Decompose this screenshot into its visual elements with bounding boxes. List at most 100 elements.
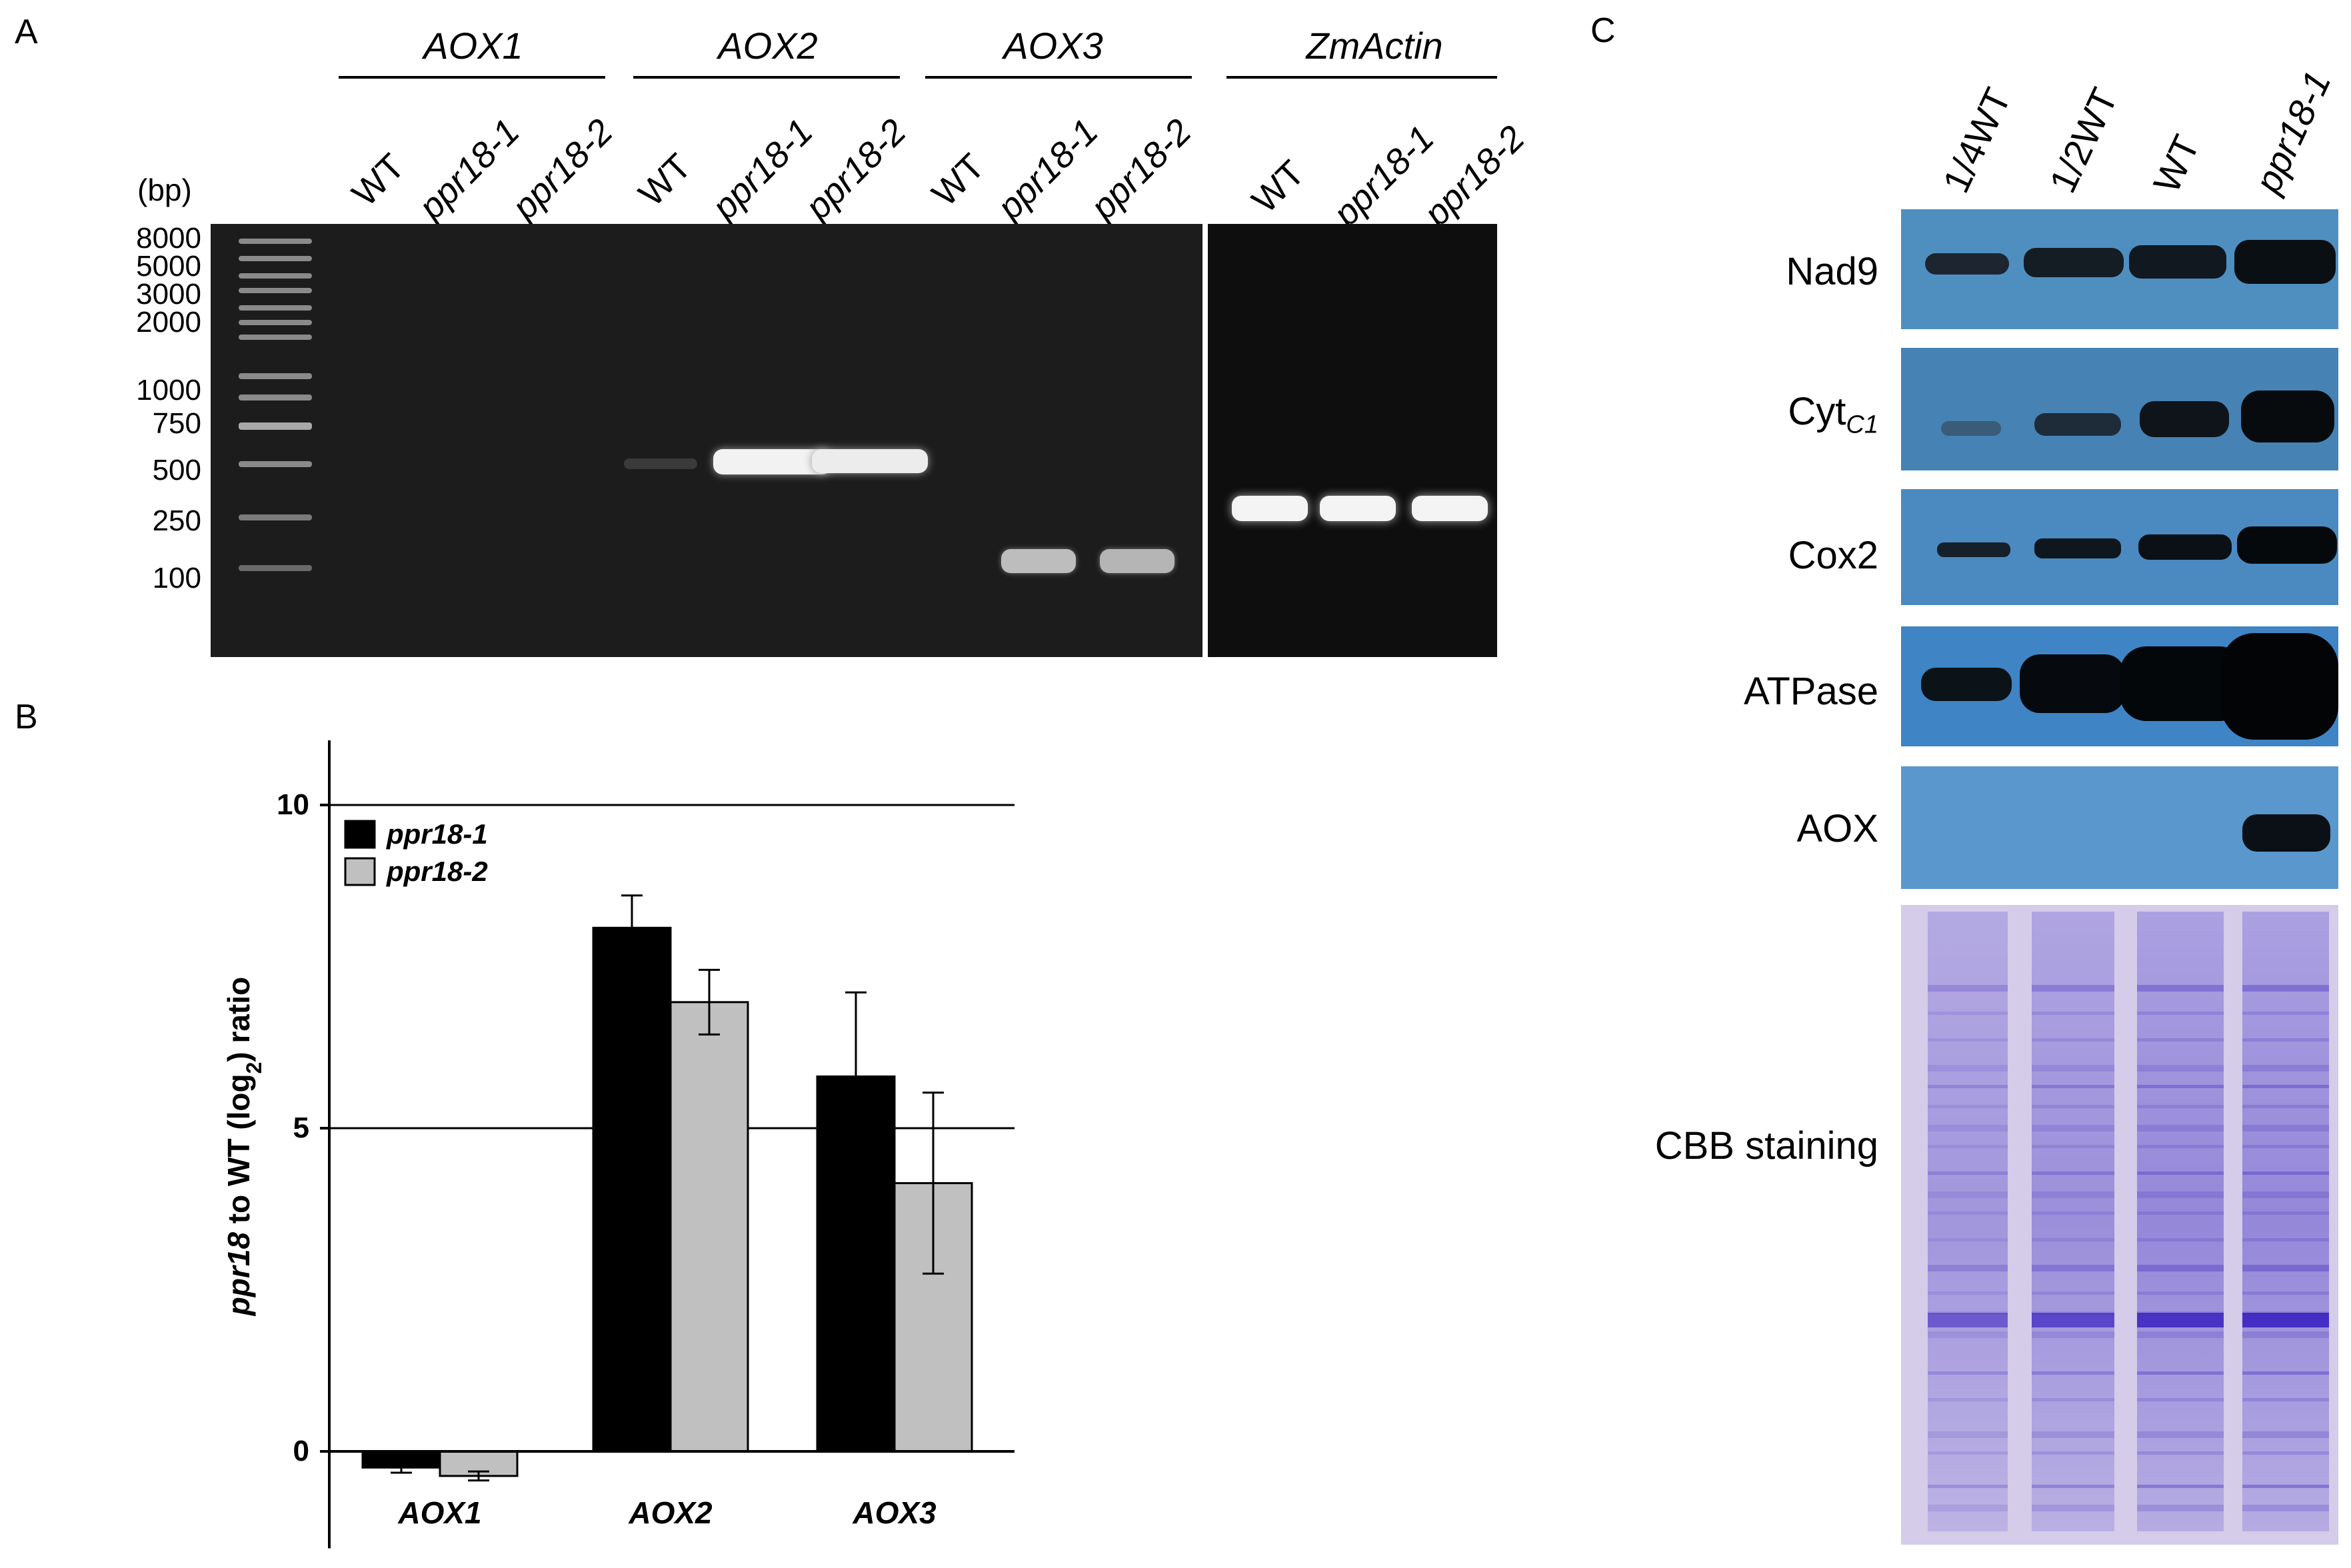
cbb-band — [1928, 1485, 2008, 1488]
ladder-band — [239, 461, 312, 467]
cbb-band — [2137, 1485, 2224, 1488]
cbb-band — [2242, 1125, 2329, 1132]
cbb-band — [1928, 1211, 2008, 1215]
cbb-band — [2242, 1065, 2329, 1072]
cbb-band — [2137, 1431, 2224, 1438]
cbb-band — [2032, 1485, 2114, 1488]
cbb-band — [1928, 1191, 2008, 1198]
pcr-band-aox2-wt — [624, 458, 697, 469]
cbb-band — [2032, 1265, 2114, 1271]
ladder-band — [239, 288, 312, 293]
cbb-band — [2137, 1125, 2224, 1132]
cbb-band — [1928, 1125, 2008, 1132]
lane-label: ppr18-2 — [504, 111, 621, 228]
cbb-band — [2137, 1505, 2224, 1511]
cbb-band — [2032, 1431, 2114, 1438]
western-blot-cox2 — [1901, 489, 2338, 605]
cbb-band — [2137, 1451, 2224, 1455]
cbb-lane — [1928, 912, 2008, 1531]
cbb-band — [2137, 1331, 2224, 1338]
ladder-label: 3000 — [136, 278, 201, 311]
panel-a-label: A — [15, 13, 38, 51]
cbb-band — [1928, 1012, 2008, 1015]
cbb-band — [1928, 1038, 2008, 1042]
cbb-band — [2032, 985, 2114, 992]
cbb-band — [2242, 1145, 2329, 1148]
gene-underline-zmactin — [1226, 76, 1497, 79]
cbb-band — [2032, 1191, 2114, 1198]
lane-label: ppr18-2 — [797, 111, 914, 228]
cbb-band — [2242, 1172, 2329, 1175]
blot-label-cyt: CytC1 — [1788, 390, 1878, 439]
cbb-band — [2032, 1145, 2114, 1148]
wb-lane-label: 1/4WT — [1934, 81, 2019, 199]
ladder-label: 750 — [152, 407, 201, 440]
cbb-band — [1928, 1265, 2008, 1271]
ladder-band — [239, 565, 312, 571]
cbb-band — [2137, 1105, 2224, 1108]
western-blot-cytc1 — [1901, 348, 2338, 470]
cbb-band — [2137, 1085, 2224, 1088]
pcr-band-actin-wt — [1232, 496, 1308, 521]
blot-band — [2034, 413, 2121, 436]
blot-band — [2234, 240, 2336, 284]
cbb-lane — [2137, 912, 2224, 1531]
blot-band — [1921, 668, 2012, 701]
cbb-band — [2032, 1105, 2114, 1108]
cbb-band — [1928, 1238, 2008, 1241]
ladder-band — [239, 320, 312, 325]
ladder-label: 2000 — [136, 306, 201, 339]
bar-ppr18-1-AOX2 — [592, 926, 672, 1453]
lane-label: ppr18-1 — [989, 111, 1106, 228]
ladder-label: 5000 — [136, 250, 201, 283]
blot-band — [2140, 401, 2229, 437]
western-blot-nad9 — [1901, 209, 2338, 329]
cbb-band — [2032, 1505, 2114, 1511]
pcr-band-aox2-ppr18-2 — [812, 449, 928, 473]
blot-band — [2129, 245, 2226, 279]
legend-swatch — [344, 857, 376, 886]
cbb-band — [2032, 1398, 2114, 1401]
ladder-label: 500 — [152, 454, 201, 486]
cbb-stained-gel — [1901, 905, 2338, 1545]
ladder-label: 8000 — [136, 222, 201, 255]
cbb-band — [2032, 1172, 2114, 1175]
cbb-band — [2242, 1085, 2329, 1088]
legend-entry: ppr18-2 — [386, 856, 488, 887]
cbb-band — [1928, 1172, 2008, 1175]
wb-lane-label: ppr18-1 — [2246, 65, 2339, 199]
cbb-band — [2032, 1331, 2114, 1338]
cbb-band-major — [1928, 1313, 2008, 1327]
bar-chart: 0 5 10 ppr18 to WT (log2) ratio AOX1 AOX2 AOX3… — [221, 740, 1015, 1549]
cbb-band — [2137, 1065, 2224, 1072]
cbb-band — [2137, 1371, 2224, 1375]
ladder-band — [239, 422, 312, 430]
cbb-band — [1928, 1398, 2008, 1401]
lane-label: WT — [344, 146, 413, 215]
cbb-band — [1928, 985, 2008, 992]
y-tick-label: 0 — [293, 1435, 309, 1467]
bar-ppr18-2-AOX1 — [439, 1450, 519, 1477]
blot-label-atpase: ATPase — [1743, 670, 1878, 713]
cbb-band — [2242, 1331, 2329, 1338]
blot-band — [1941, 421, 2001, 436]
cbb-band — [2242, 1505, 2329, 1511]
cbb-band — [2242, 1291, 2329, 1295]
x-category-label: AOX3 — [852, 1495, 937, 1530]
cbb-band-major — [2137, 1313, 2224, 1327]
y-tick-label: 5 — [293, 1112, 309, 1144]
ladder-band — [239, 273, 312, 279]
blot-label-nad9: Nad9 — [1786, 250, 1878, 293]
ladder-label: 1000 — [136, 374, 201, 406]
cbb-band — [1928, 1331, 2008, 1338]
ladder-label: 100 — [152, 562, 201, 594]
gene-underline-aox1 — [339, 76, 605, 79]
cbb-band — [2242, 1012, 2329, 1015]
cbb-band — [2032, 1012, 2114, 1015]
lane-label: ppr18-2 — [1083, 111, 1199, 228]
cbb-band — [2242, 985, 2329, 992]
blot-band — [1937, 542, 2010, 557]
cbb-band — [2032, 1085, 2114, 1088]
cbb-lane — [2242, 912, 2329, 1531]
wb-lane-label: WT — [2144, 129, 2208, 199]
